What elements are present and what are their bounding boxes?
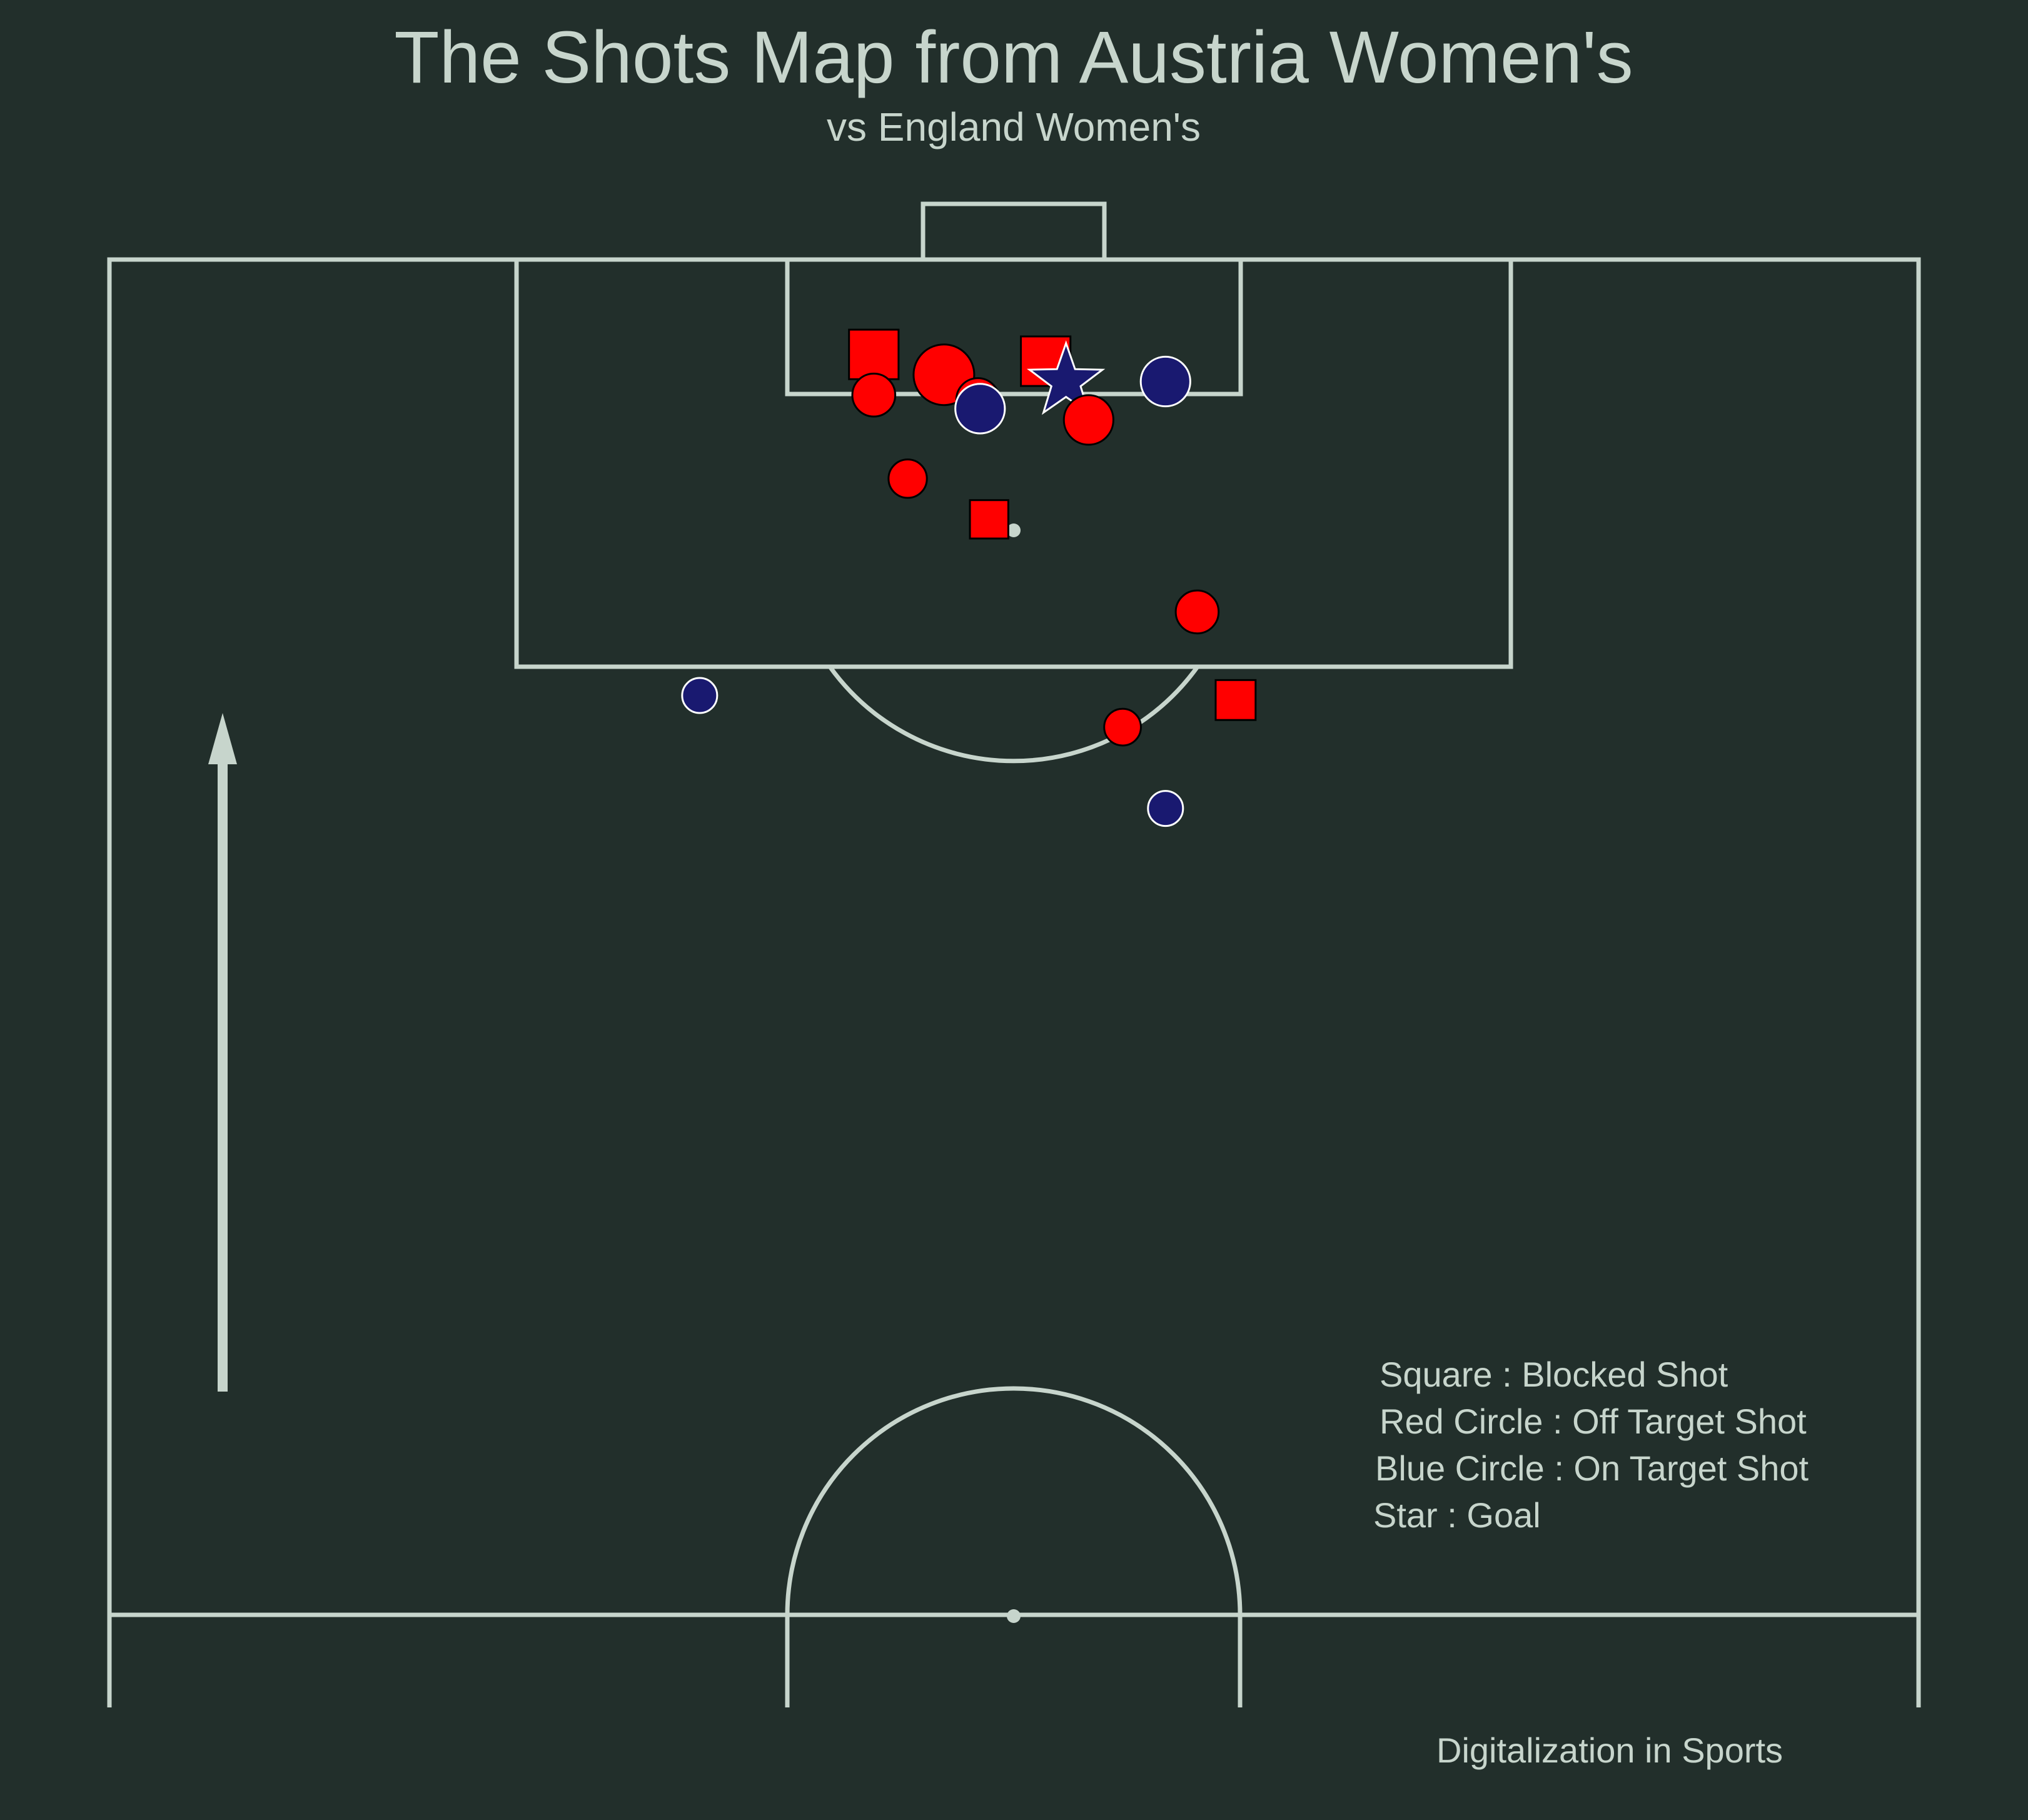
chart-subtitle: vs England Women's [827, 104, 1201, 149]
shot-marker-off-target [1174, 589, 1220, 635]
shot-marker-off-target [1103, 707, 1142, 747]
shot-marker-on-target [1139, 355, 1191, 408]
chart-title: The Shots Map from Austria Women's [394, 16, 1633, 99]
legend-entry-on-target: Blue Circle : On Target Shot [1375, 1448, 1809, 1488]
shot-marker-on-target [681, 677, 719, 714]
legend-entry-blocked: Square : Blocked Shot [1380, 1355, 1728, 1394]
shot-marker-blocked [848, 328, 900, 380]
shot-marker-off-target [1062, 394, 1114, 446]
six-yard-box [785, 260, 1243, 397]
shot-marker-blocked [969, 499, 1009, 540]
shot-marker-on-target [1147, 790, 1184, 827]
pitch-boundary [107, 257, 1921, 1707]
shot-marker-goal [1026, 340, 1106, 415]
penalty-area [514, 260, 1513, 669]
shot-marker-off-target [851, 372, 897, 418]
centre-spot [1007, 1609, 1021, 1623]
shot-marker-on-target [954, 383, 1006, 435]
legend-entry-off-target: Red Circle : Off Target Shot [1380, 1402, 1807, 1441]
penalty-spot [1007, 523, 1021, 537]
shots-layer [681, 328, 1257, 827]
legend-entry-goal: Star : Goal [1373, 1495, 1541, 1535]
legend: Square : Blocked Shot Red Circle : Off T… [1373, 1355, 1809, 1535]
pitch-lines [107, 201, 1921, 1707]
centre-circle [785, 1386, 1243, 1707]
goal-frame [921, 201, 1107, 260]
shot-marker-blocked [1214, 679, 1257, 721]
shot-marker-off-target [887, 458, 928, 499]
credit-text: Digitalization in Sports [1436, 1731, 1783, 1770]
attack-direction-arrow [208, 713, 237, 1392]
penalty-arc [828, 665, 1199, 764]
